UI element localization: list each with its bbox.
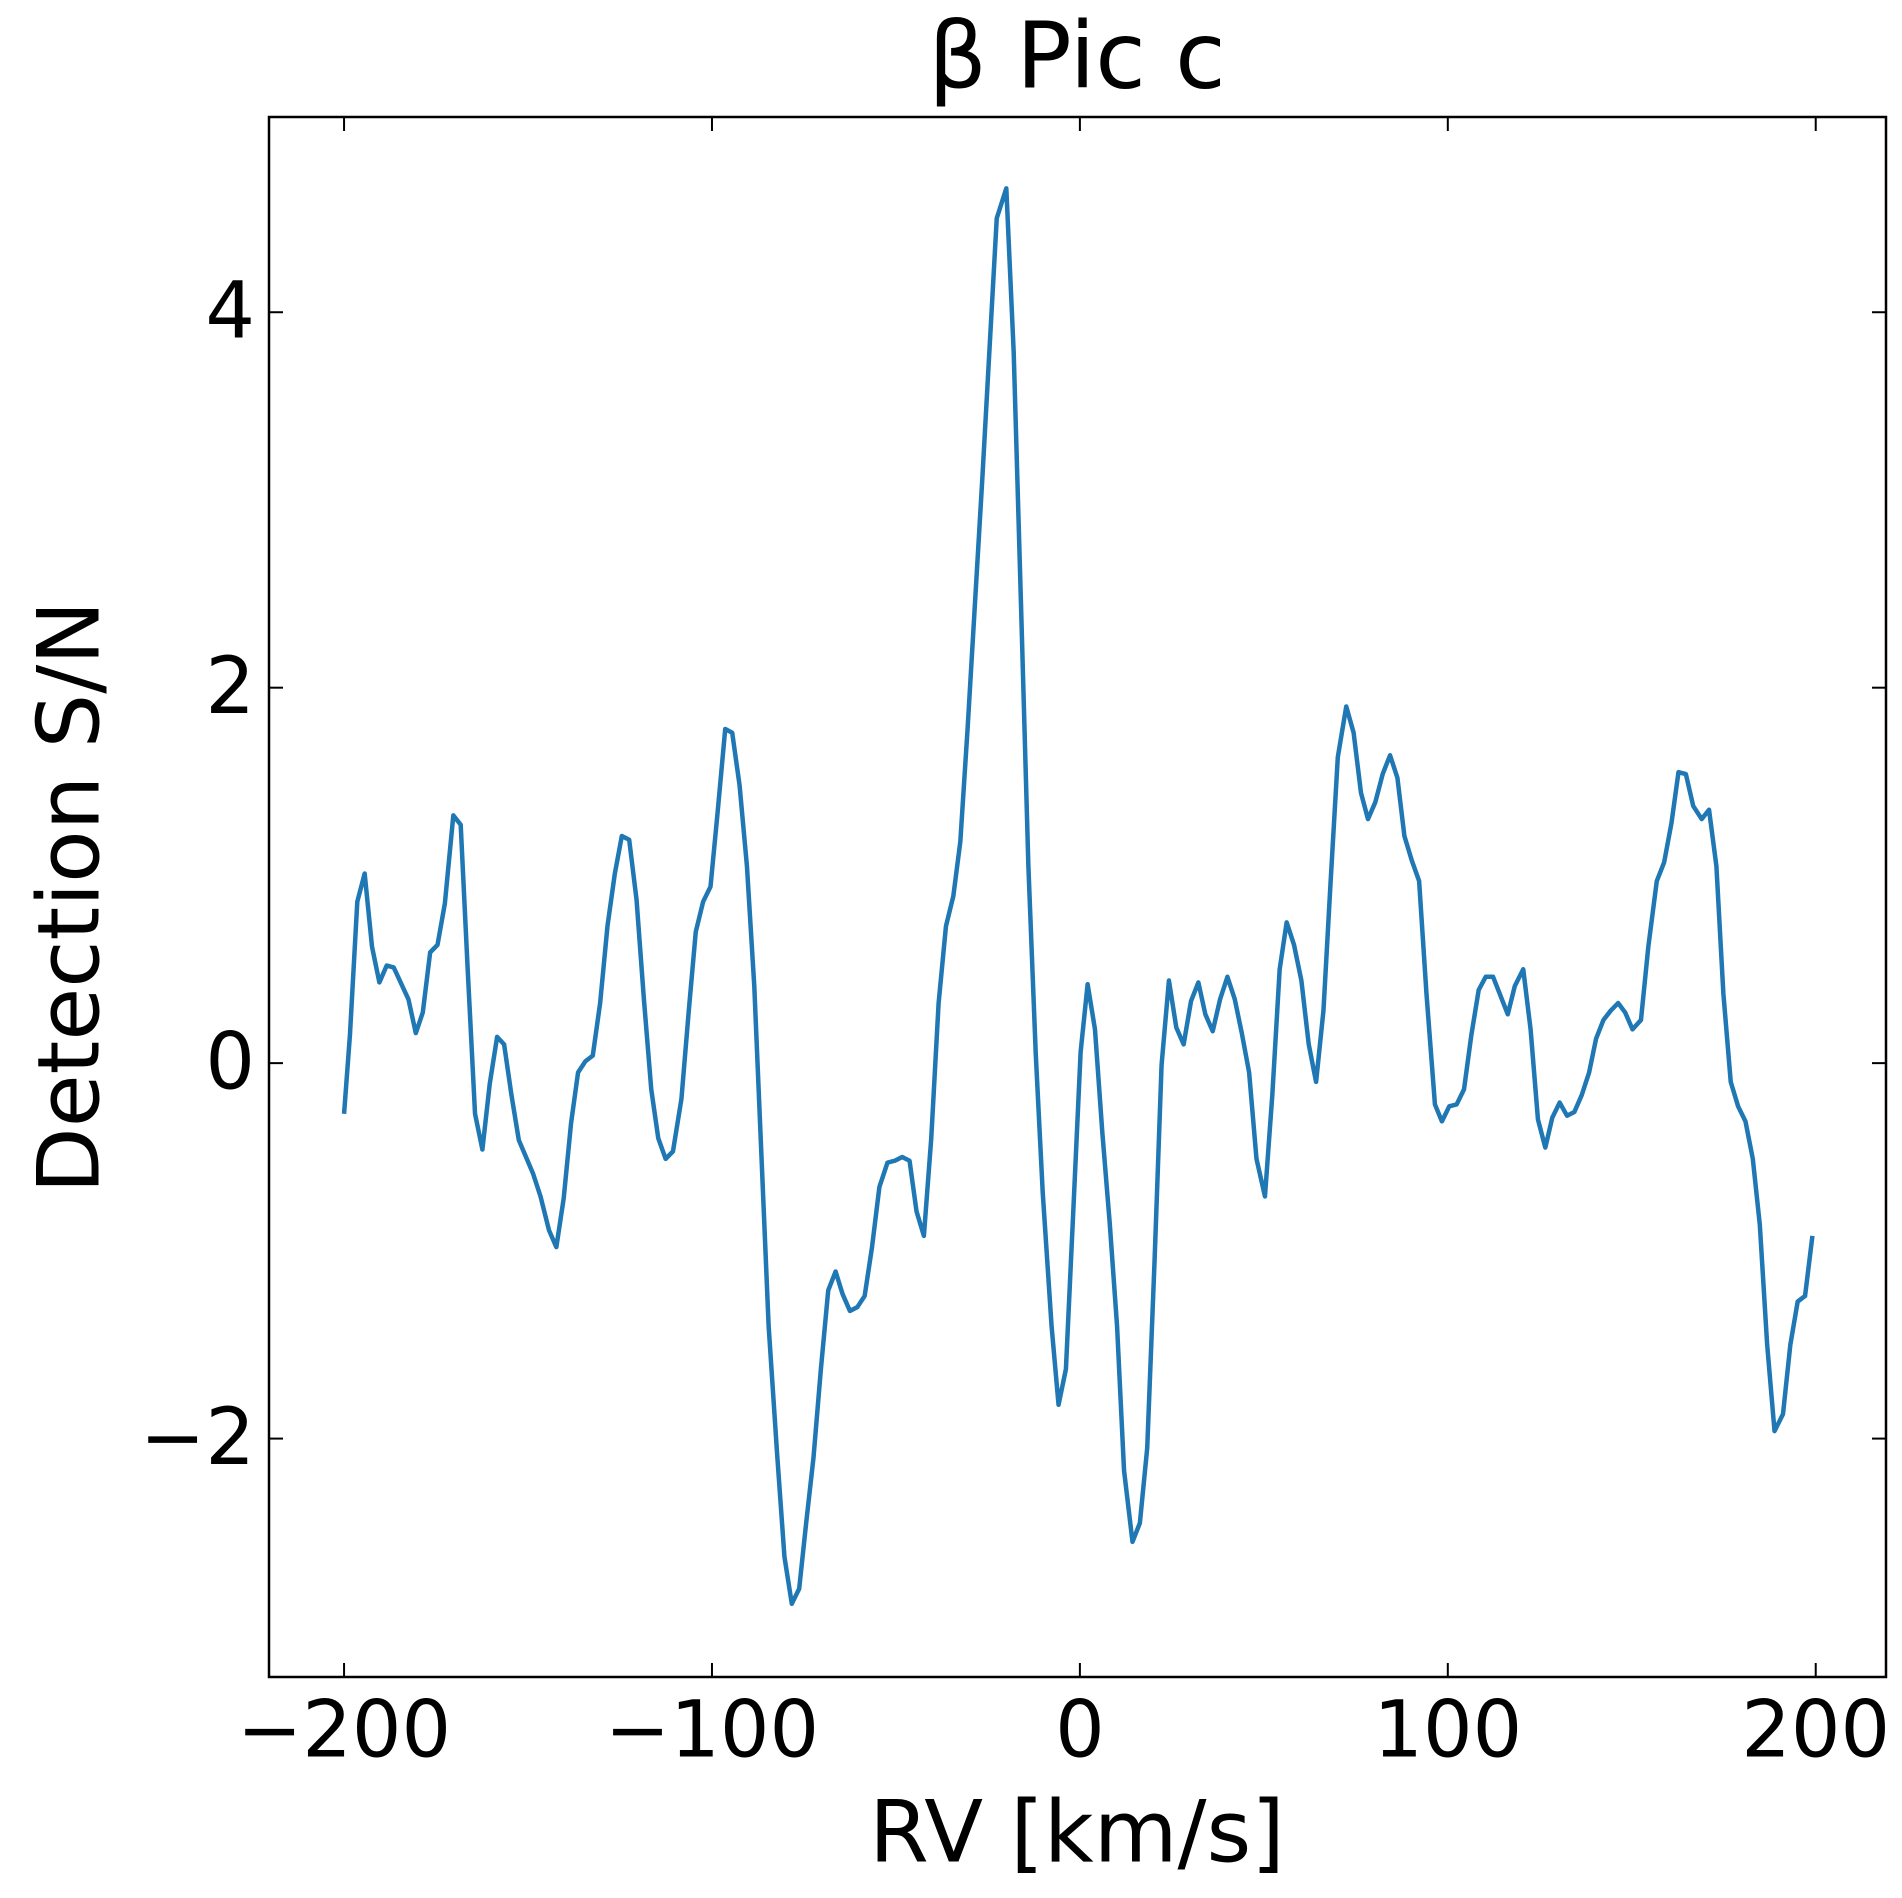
plot-frame: [267, 115, 1888, 1679]
y-tick-label: 4: [205, 267, 255, 357]
x-tick-label: −200: [237, 1685, 451, 1775]
x-axis-label: RV [km/s]: [869, 1782, 1285, 1882]
x-tick-label: −100: [605, 1685, 819, 1775]
x-tick-label: 0: [1055, 1685, 1105, 1775]
y-tick-label: 0: [205, 1018, 255, 1108]
x-tick-label: 200: [1741, 1685, 1890, 1775]
chart-title: β Pic c: [928, 2, 1225, 109]
y-tick-label: −2: [140, 1393, 255, 1483]
data-line: [341, 186, 1815, 1607]
x-tick-label: 100: [1373, 1685, 1522, 1775]
y-tick-label: 2: [205, 642, 255, 732]
y-axis-label: Detection S/N: [19, 600, 119, 1193]
